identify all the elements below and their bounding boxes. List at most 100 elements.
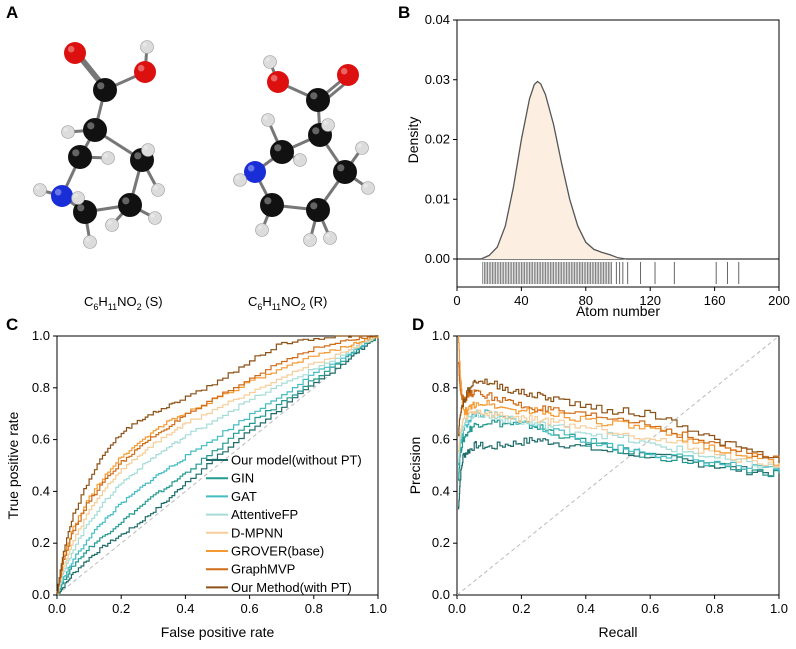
carbon-atom: [118, 193, 142, 217]
atom-highlight: [323, 120, 328, 125]
oxygen-atom: [134, 61, 156, 83]
atom-highlight: [85, 237, 90, 242]
x-axis-label: Atom number: [576, 303, 660, 319]
atom-highlight: [263, 115, 268, 120]
carbon-atom: [73, 200, 97, 224]
pr-chart: 0.0 0.2 0.4 0.6 0.8 1.0 0.0 0.2 0.4 0.6 0.8 1.0 Reca…: [407, 328, 788, 640]
density-chart: 0 40 80 120 160 200 0.00 0.01 0.02 0.03 0.04 Atom n…: [405, 12, 790, 319]
atom-highlight: [265, 57, 270, 62]
oxygen-atom: [64, 42, 86, 64]
y-tick-label: 0.2: [432, 535, 450, 550]
hydrogen-atom: [61, 125, 75, 139]
hydrogen-atom: [361, 181, 375, 195]
molecule-r: [233, 55, 375, 247]
carbon-atom: [83, 118, 107, 142]
plot-frame: [56, 335, 379, 596]
legend-label: GROVER(base): [231, 544, 324, 559]
series-line-graphmvp: [56, 335, 378, 595]
hydrogen-atom: [303, 233, 317, 247]
atom-highlight: [35, 185, 40, 190]
formula-r: C6H11NO2 (R): [248, 294, 327, 312]
series-line-graphmvp: [458, 361, 780, 461]
atom-highlight: [363, 183, 368, 188]
carbon-atom: [93, 78, 117, 102]
series-line-grover-base-: [458, 336, 780, 466]
atom-highlight: [312, 127, 320, 135]
y-tick-label: 0.4: [32, 483, 50, 498]
x-tick-label: 200: [768, 293, 790, 308]
y-tick-label: 0.04: [425, 12, 450, 27]
y-tick-label: 0.8: [32, 380, 50, 395]
atom-highlight: [274, 144, 282, 152]
atom-highlight: [143, 145, 148, 150]
atom-highlight: [54, 188, 62, 196]
x-tick-label: 0.8: [305, 601, 323, 616]
formula-s: C6H11NO2 (S): [84, 294, 163, 312]
y-tick-label: 0.0: [432, 587, 450, 602]
y-tick-label: 0.4: [432, 483, 450, 498]
carbon-atom: [270, 140, 294, 164]
series-line-our-method-with-pt-: [56, 335, 378, 595]
y-tick-label: 0.03: [425, 72, 450, 87]
y-axis-label: Density: [405, 117, 421, 164]
series-line-d-mpnn: [56, 336, 379, 595]
x-axis-label: False positive rate: [161, 624, 275, 640]
hydrogen-atom: [255, 223, 269, 237]
hydrogen-atom: [71, 191, 85, 205]
y-tick-label: 0.6: [432, 432, 450, 447]
hydrogen-atom: [140, 40, 154, 54]
atom-highlight: [305, 235, 310, 240]
carbon-atom: [68, 145, 92, 169]
y-tick-label: 1.0: [32, 328, 50, 343]
x-tick-label: 0.4: [577, 601, 595, 616]
hydrogen-atom: [151, 183, 165, 197]
x-tick-label: 1.0: [369, 601, 387, 616]
density-curve: [480, 80, 627, 260]
hydrogen-atom: [263, 55, 277, 69]
legend-label: GAT: [231, 489, 257, 504]
atom-highlight: [357, 143, 362, 148]
panel-letter-c: C: [6, 315, 18, 334]
atom-highlight: [325, 233, 330, 238]
atom-highlight: [137, 64, 145, 72]
y-tick-label: 0.01: [425, 191, 450, 206]
carbon-atom: [306, 88, 330, 112]
x-tick-label: 0.0: [448, 601, 466, 616]
panel-letter-b: B: [398, 3, 410, 22]
y-tick-label: 0.6: [32, 432, 50, 447]
legend-label: GraphMVP: [231, 562, 295, 577]
y-axis-label: True positive rate: [5, 411, 21, 519]
atom-highlight: [97, 82, 105, 90]
x-tick-label: 80: [579, 293, 593, 308]
atom-highlight: [87, 122, 95, 130]
atom-highlight: [150, 213, 155, 218]
atom-highlight: [72, 149, 80, 157]
atom-highlight: [247, 164, 255, 172]
atom-highlight: [310, 92, 318, 100]
x-tick-label: 0.4: [176, 601, 194, 616]
atom-highlight: [103, 153, 108, 158]
hydrogen-atom: [323, 231, 337, 245]
x-tick-label: 0.2: [112, 601, 130, 616]
x-tick-label: 40: [514, 293, 528, 308]
atom-highlight: [340, 67, 348, 75]
atom-highlight: [257, 225, 262, 230]
x-tick-label: 1.0: [770, 601, 788, 616]
x-tick-label: 0.2: [512, 601, 530, 616]
atom-highlight: [235, 175, 240, 180]
atom-highlight: [134, 152, 142, 160]
hydrogen-atom: [293, 153, 307, 167]
atom-highlight: [270, 74, 278, 82]
plot-frame: [456, 19, 780, 288]
atom-highlight: [122, 197, 130, 205]
molecule-s: [33, 40, 165, 249]
hydrogen-atom: [233, 173, 247, 187]
oxygen-atom: [337, 64, 359, 86]
atom-highlight: [73, 193, 78, 198]
x-tick-label: 0.6: [241, 601, 259, 616]
atom-highlight: [153, 185, 158, 190]
legend-label: D-MPNN: [231, 525, 283, 540]
hydrogen-atom: [148, 211, 162, 225]
x-tick-label: 0.8: [706, 601, 724, 616]
